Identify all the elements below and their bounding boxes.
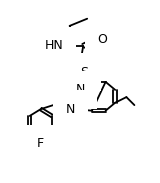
- Text: N: N: [66, 103, 75, 116]
- Text: O: O: [98, 33, 108, 46]
- Text: N: N: [75, 83, 85, 96]
- Text: S: S: [80, 66, 88, 79]
- Text: HN: HN: [45, 39, 64, 52]
- Text: F: F: [37, 137, 44, 150]
